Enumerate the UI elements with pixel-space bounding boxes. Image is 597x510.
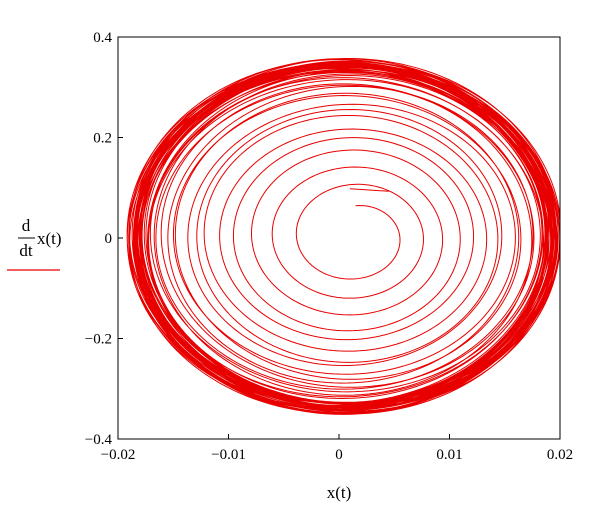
y-tick-label: 0.2: [93, 131, 112, 147]
x-tick-label: 0.02: [547, 447, 573, 463]
y-tick-label: −0.4: [85, 432, 113, 448]
x-tick-label: 0: [335, 447, 343, 463]
trajectory-line: [126, 58, 560, 415]
y-tick-label: −0.2: [85, 332, 112, 348]
y-axis-label: d dt x(t): [18, 216, 62, 260]
y-tick-label: 0.4: [93, 30, 112, 46]
x-tick-label: −0.02: [101, 447, 136, 463]
x-axis-label: x(t): [327, 483, 352, 502]
x-tick-label: −0.01: [211, 447, 246, 463]
x-tick-label: 0.01: [436, 447, 462, 463]
y-label-expr: x(t): [37, 229, 62, 248]
trajectory-start-segment: [350, 188, 389, 192]
y-label-d: d: [22, 216, 31, 235]
y-tick-label: 0: [105, 231, 113, 247]
y-label-dt: dt: [19, 241, 33, 260]
